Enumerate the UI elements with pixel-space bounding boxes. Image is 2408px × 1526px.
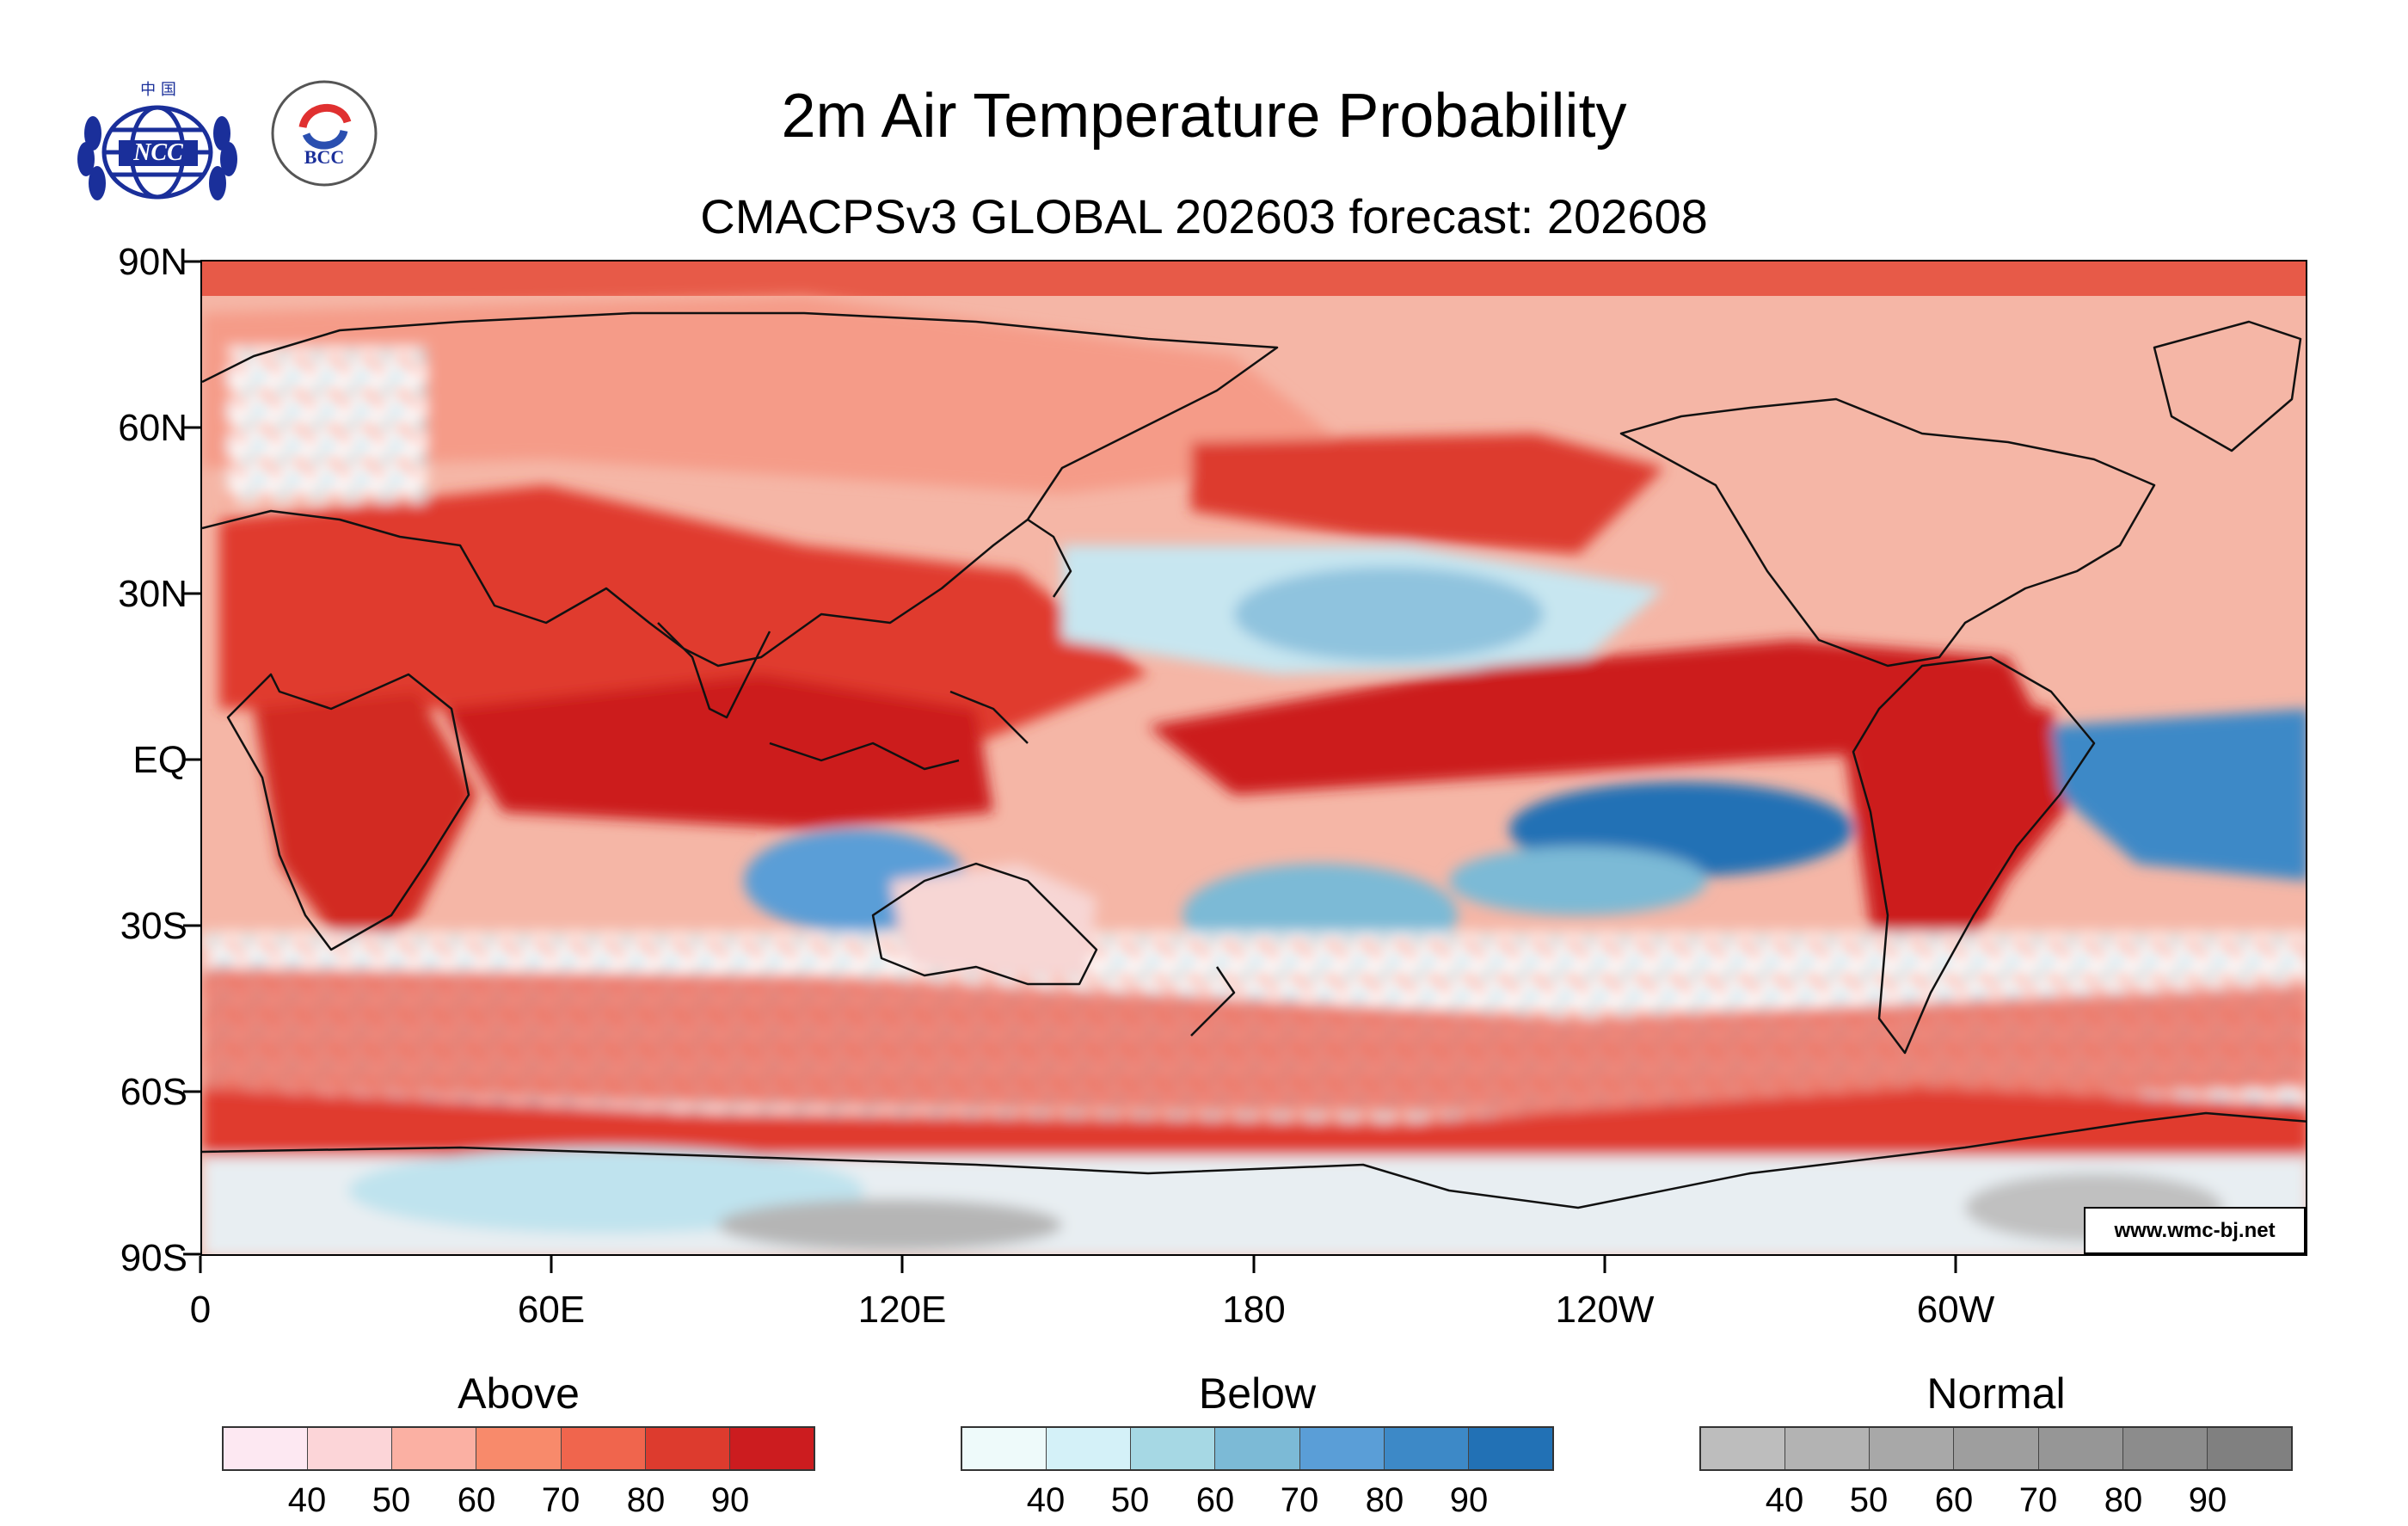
legend-tick: 90 [1449,1481,1489,1519]
legend-swatch [645,1428,730,1469]
legend-tick: 70 [1280,1481,1319,1519]
legend-swatch [729,1428,814,1469]
source-watermark: www.wmc-bj.net [2084,1207,2306,1254]
legend-tick: 60 [457,1481,496,1519]
legend-bar-below [961,1426,1554,1471]
legend-tick: 40 [1765,1481,1804,1519]
legend-swatch [1785,1428,1870,1469]
legend-swatch [476,1428,562,1469]
legend-tick: 70 [2018,1481,2058,1519]
legend-swatch [1215,1428,1300,1469]
legend-swatch [1047,1428,1132,1469]
ncc-logo: NCC 中 国 [67,73,248,211]
legend-swatch [1384,1428,1469,1469]
y-label-30s: 30S [120,905,187,947]
legend-tick: 90 [710,1481,750,1519]
legend-tick: 80 [626,1481,666,1519]
legend-ticks-below: 40 50 60 70 80 90 [961,1481,1554,1524]
legend-tick: 50 [1849,1481,1889,1519]
legend-swatch [392,1428,477,1469]
bcc-logo: BCC [268,77,380,189]
y-label-30n: 30N [118,573,187,615]
y-label-90n: 90N [118,241,187,283]
legend-tick: 70 [541,1481,580,1519]
legend-swatch [2122,1428,2208,1469]
svg-text:中 国: 中 国 [140,81,176,99]
legend-swatch [561,1428,646,1469]
legend-swatch [962,1428,1047,1469]
legend-swatch [1299,1428,1385,1469]
legend-tick: 60 [1934,1481,1974,1519]
y-label-60n: 60N [118,407,187,449]
x-label-60e: 60E [517,1289,586,1331]
x-label-60w: 60W [1916,1289,1995,1331]
x-label-120w: 120W [1555,1289,1655,1331]
legend-swatch [224,1428,309,1469]
y-label-60s: 60S [120,1071,187,1113]
legend-tick: 50 [372,1481,411,1519]
x-label-180: 180 [1222,1289,1286,1331]
map-subtitle: CMACPSv3 GLOBAL 202603 forecast: 202608 [700,189,1708,243]
y-label-90s: 90S [120,1237,187,1279]
legend-bar-normal [1699,1426,2293,1471]
legend-title-normal: Normal [1926,1369,2066,1418]
legend-swatch [1468,1428,1552,1469]
legend-swatch [2207,1428,2291,1469]
legend-tick: 80 [2104,1481,2143,1519]
svg-text:NCC: NCC [132,139,183,166]
legend-swatch [2038,1428,2123,1469]
legend-tick: 80 [1365,1481,1404,1519]
legend-swatch [1701,1428,1786,1469]
legend-tick: 90 [2188,1481,2227,1519]
legend-title-below: Below [1198,1369,1317,1418]
probability-map [200,260,2307,1256]
legend-bar-above [222,1426,815,1471]
x-label-0: 0 [189,1289,212,1331]
legend-ticks-normal: 40 50 60 70 80 90 [1699,1481,2293,1524]
legend-tick: 50 [1110,1481,1150,1519]
svg-text:BCC: BCC [304,146,344,168]
x-label-120e: 120E [857,1289,947,1331]
legend-swatch [1954,1428,2039,1469]
legend-tick: 40 [1026,1481,1066,1519]
map-title: 2m Air Temperature Probability [781,82,1627,151]
legend-swatch [308,1428,393,1469]
y-label-eq: EQ [132,739,187,781]
legend-swatch [1870,1428,1955,1469]
legend-swatch [1131,1428,1216,1469]
legend-ticks-above: 40 50 60 70 80 90 [222,1481,815,1524]
legend-tick: 60 [1195,1481,1235,1519]
legend-tick: 40 [287,1481,327,1519]
legend-title-above: Above [458,1369,580,1418]
